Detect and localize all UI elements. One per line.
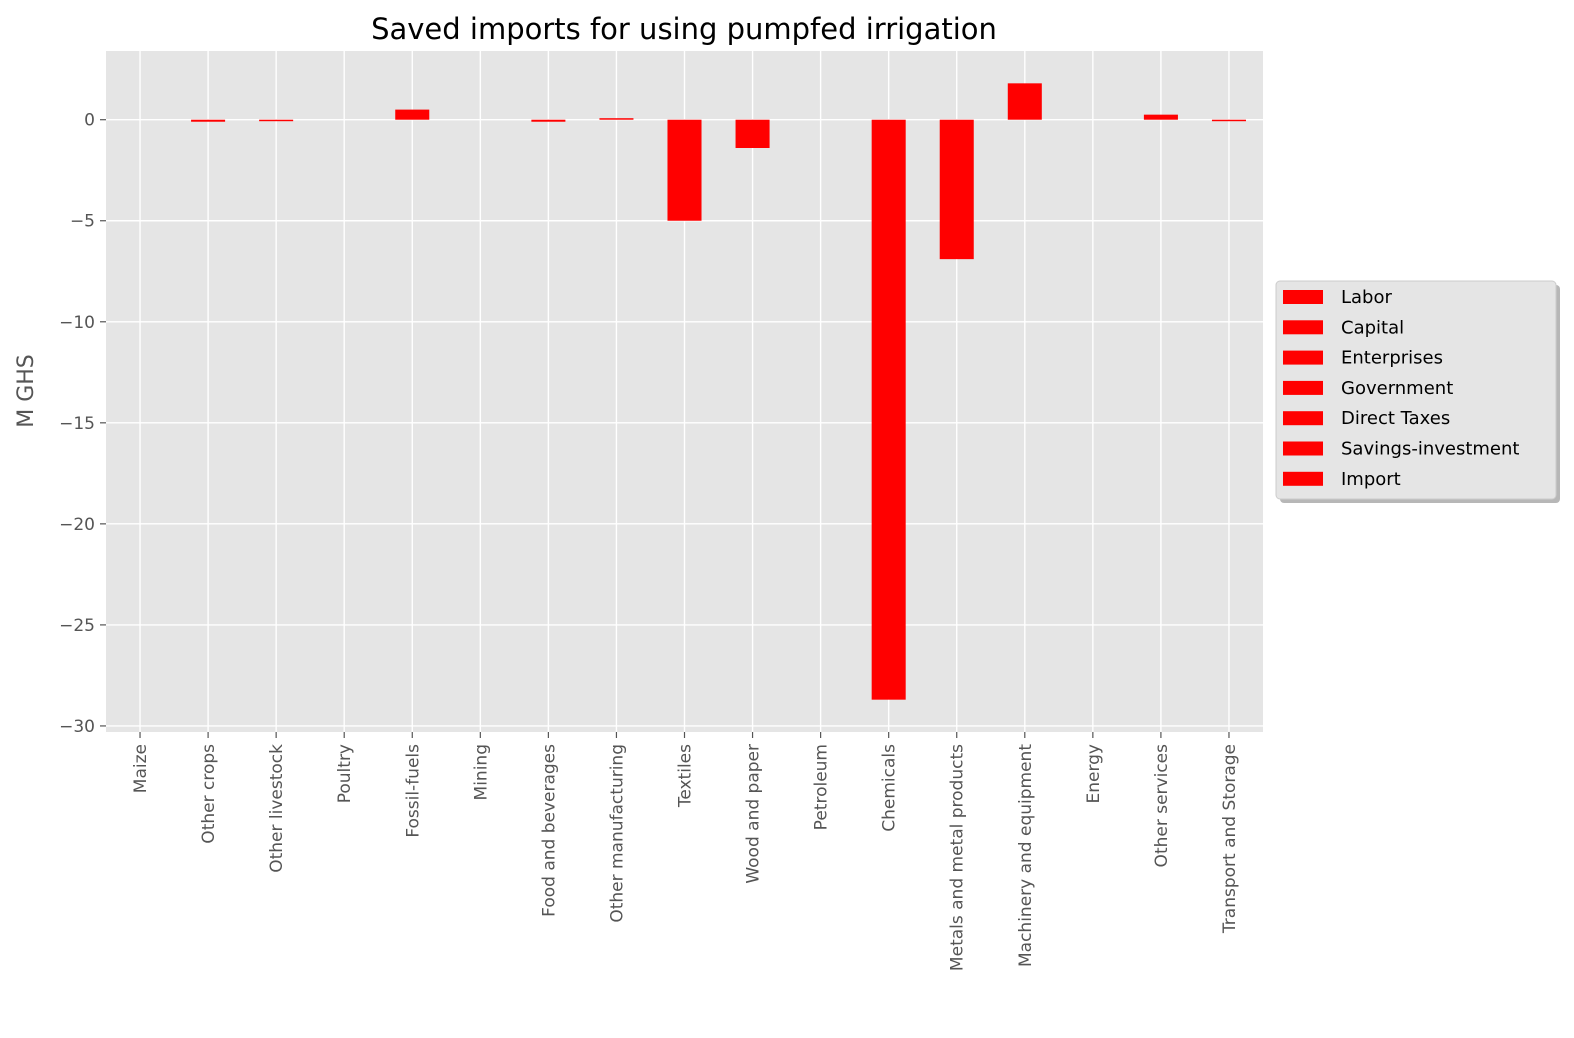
legend-swatch [1283, 411, 1323, 426]
x-tick-label: Poultry [335, 744, 355, 803]
legend-label: Import [1341, 469, 1401, 490]
y-axis-label: M GHS [14, 354, 39, 428]
legend-swatch [1283, 320, 1323, 335]
legend-label: Savings-investment [1341, 439, 1519, 460]
x-tick-label: Energy [1084, 744, 1104, 804]
legend-label: Labor [1341, 287, 1392, 308]
bar [599, 118, 634, 120]
y-tick-label: −20 [59, 515, 95, 535]
x-tick-label: Transport and Storage [1220, 744, 1240, 934]
y-tick-label: −15 [59, 414, 95, 434]
x-tick-label: Food and beverages [539, 744, 559, 917]
legend-box [1275, 280, 1557, 500]
x-tick-label: Chemicals [880, 744, 900, 832]
legend-swatch [1283, 290, 1323, 304]
x-tick-label: Petroleum [812, 744, 832, 830]
y-tick-label: 0 [84, 111, 95, 131]
y-axis: 0 −5 −10 −15 −20 −25 −30 [59, 111, 106, 737]
chart-title: Saved imports for using pumpfed irrigati… [371, 12, 997, 46]
x-tick-label: Machinery and equipment [1016, 744, 1036, 967]
x-tick-label: Maize [131, 744, 151, 793]
x-tick-label: Other livestock [267, 744, 287, 873]
x-tick-label: Mining [471, 744, 491, 800]
x-tick-label: Other manufacturing [607, 744, 627, 923]
legend-swatch [1283, 441, 1323, 456]
legend-label: Direct Taxes [1341, 408, 1450, 429]
bar [191, 119, 226, 122]
x-axis: Maize Other crops Other livestock Poultry Fo… [131, 732, 1240, 971]
bar [531, 119, 566, 122]
bar [259, 119, 294, 122]
bars [191, 83, 1246, 700]
bar [1143, 114, 1178, 120]
legend-swatch [1283, 471, 1323, 486]
bar [1007, 83, 1042, 120]
bar [871, 119, 906, 700]
y-tick-label: −25 [59, 616, 95, 636]
x-tick-label: Textiles [676, 744, 696, 808]
legend-label: Enterprises [1341, 348, 1443, 369]
legend: Labor Capital Enterprises Government Direct … [1275, 280, 1560, 503]
bar [939, 119, 974, 260]
x-tick-label: Other crops [199, 744, 219, 844]
x-tick-label: Other services [1152, 744, 1172, 868]
legend-label: Government [1341, 378, 1453, 399]
bar [735, 119, 770, 148]
y-tick-label: −30 [59, 717, 95, 737]
x-tick-label: Metals and metal products [948, 744, 968, 971]
legend-label: Capital [1341, 317, 1404, 338]
x-tick-label: Fossil-fuels [403, 744, 423, 838]
bar [667, 119, 702, 221]
bar [395, 109, 430, 120]
legend-swatch [1283, 350, 1323, 365]
x-tick-label: Wood and paper [744, 744, 764, 884]
bar [1211, 119, 1246, 122]
legend-swatch [1283, 380, 1323, 395]
y-tick-label: −5 [70, 212, 95, 232]
y-tick-label: −10 [59, 313, 95, 333]
